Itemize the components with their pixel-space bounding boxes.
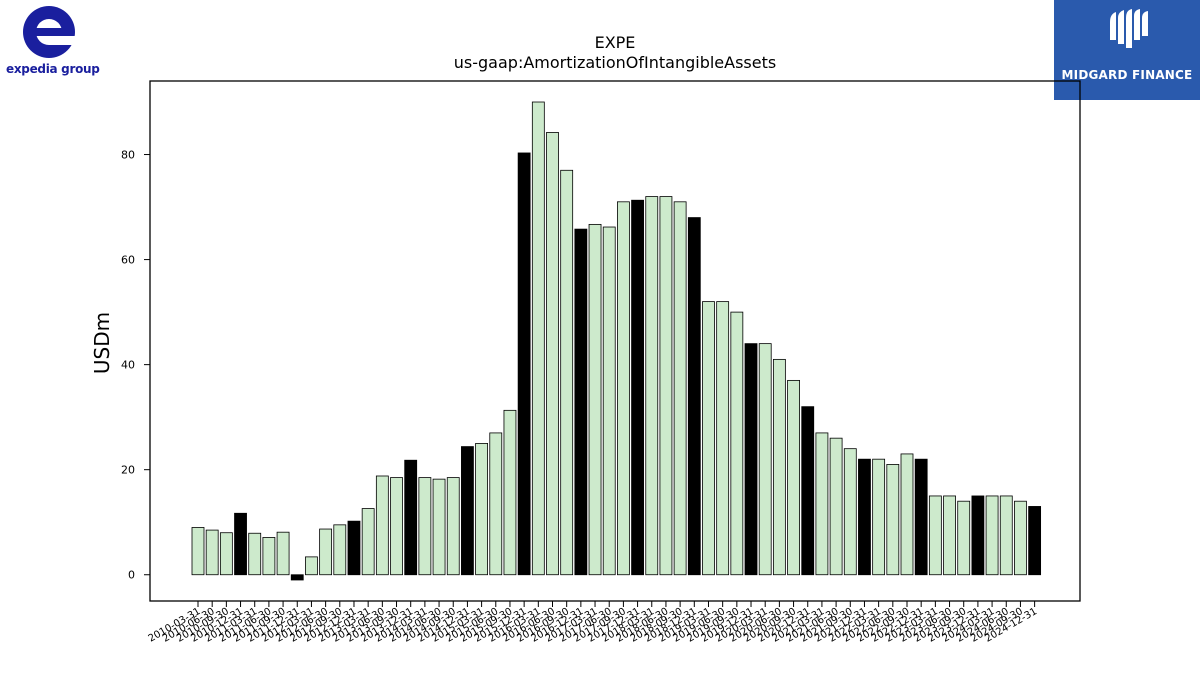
bar-2020-09-30 (787, 379, 800, 576)
bar-2014-06-30 (432, 478, 446, 576)
midgard-finance-logo: MIDGARD FINANCE (1054, 0, 1200, 100)
y-tick-label: 20 (121, 464, 135, 477)
bar-2019-09-30 (730, 311, 744, 576)
bar-2012-06-30 (319, 528, 333, 576)
chart-subtitle: us-gaap:AmortizationOfIntangibleAssets (453, 53, 777, 72)
bar-2011-03-31 (248, 532, 262, 576)
bar-2010-09-30 (219, 532, 233, 576)
bar-2018-06-30 (659, 196, 673, 576)
bar-2014-12-31 (461, 446, 474, 576)
bar-2024-06-30 (999, 495, 1013, 576)
bar-2016-09-30 (560, 169, 574, 576)
bar-2015-12-31 (517, 152, 531, 576)
bar-2013-09-30 (390, 477, 403, 576)
bar-2016-03-31 (531, 101, 545, 576)
bar-2019-12-31 (744, 343, 758, 576)
bar-2022-03-31 (872, 458, 886, 576)
bar-2024-09-30 (1014, 500, 1027, 576)
brand-left-text: expedia group (6, 62, 100, 76)
bar-2018-12-31 (687, 217, 701, 576)
bar-2023-12-31 (971, 495, 985, 576)
bar-2023-03-31 (928, 495, 942, 576)
bar-2023-09-30 (957, 500, 971, 576)
bar-2017-12-31 (631, 199, 644, 576)
bar-2020-12-31 (801, 406, 815, 576)
bar-2010-03-31 (191, 527, 205, 576)
y-tick-label: 0 (128, 569, 135, 582)
bar-2017-09-30 (617, 201, 630, 576)
bar-2017-03-31 (588, 223, 602, 576)
bar-2012-09-30 (333, 524, 347, 576)
midgard-emblem-icon (1110, 9, 1148, 48)
bar-2022-09-30 (900, 453, 914, 576)
bar-2014-03-31 (418, 477, 432, 576)
bar-2011-12-31 (290, 574, 304, 581)
bar-2015-06-30 (489, 432, 503, 576)
bar-2018-03-31 (645, 196, 659, 576)
bar-2014-09-30 (446, 477, 460, 576)
plot-frame (149, 80, 1081, 602)
bar-2020-06-30 (772, 358, 786, 576)
chart-title: EXPE (594, 33, 636, 52)
bar-2023-06-30 (943, 495, 956, 576)
bar-2021-06-30 (829, 437, 843, 576)
bar-2019-06-30 (716, 301, 730, 576)
bar-2021-12-31 (858, 458, 871, 576)
bar-2021-09-30 (843, 448, 857, 576)
bar-2022-06-30 (886, 464, 900, 576)
expedia-group-logo: expedia group (0, 0, 110, 90)
bar-2019-03-31 (702, 301, 715, 576)
y-axis: 0 20 40 60 80 (121, 149, 150, 582)
bar-2021-03-31 (815, 432, 829, 576)
bar-2013-12-31 (404, 459, 418, 576)
y-tick-label: 40 (121, 359, 135, 372)
bar-2022-12-31 (914, 458, 928, 576)
bar-2010-12-31 (234, 512, 247, 576)
bar-2012-12-31 (347, 520, 361, 576)
y-tick-label: 80 (121, 149, 135, 162)
bar-2013-06-30 (375, 475, 389, 576)
bar-2016-12-31 (574, 228, 588, 576)
bar-2011-06-30 (262, 537, 276, 576)
bar-2020-03-31 (758, 343, 772, 576)
bar-2012-03-31 (305, 556, 318, 576)
bar-2024-12-31 (1028, 506, 1042, 576)
bar-2018-09-30 (673, 201, 687, 576)
bar-2015-09-30 (503, 409, 517, 576)
bar-2016-06-30 (546, 132, 559, 576)
brand-right-text: MIDGARD FINANCE (1061, 68, 1193, 82)
y-tick-label: 60 (121, 254, 135, 267)
bars-group (191, 101, 1042, 581)
bar-2010-06-30 (205, 529, 219, 576)
bar-2017-06-30 (602, 226, 616, 576)
x-axis: 2010-03-312010-06-302010-09-302010-12-31… (147, 601, 1039, 645)
bar-2015-03-31 (475, 443, 489, 576)
bar-2013-03-31 (361, 508, 375, 576)
bar-2024-03-31 (985, 495, 999, 576)
expedia-e-icon (23, 6, 75, 58)
bar-2011-09-30 (276, 531, 290, 576)
